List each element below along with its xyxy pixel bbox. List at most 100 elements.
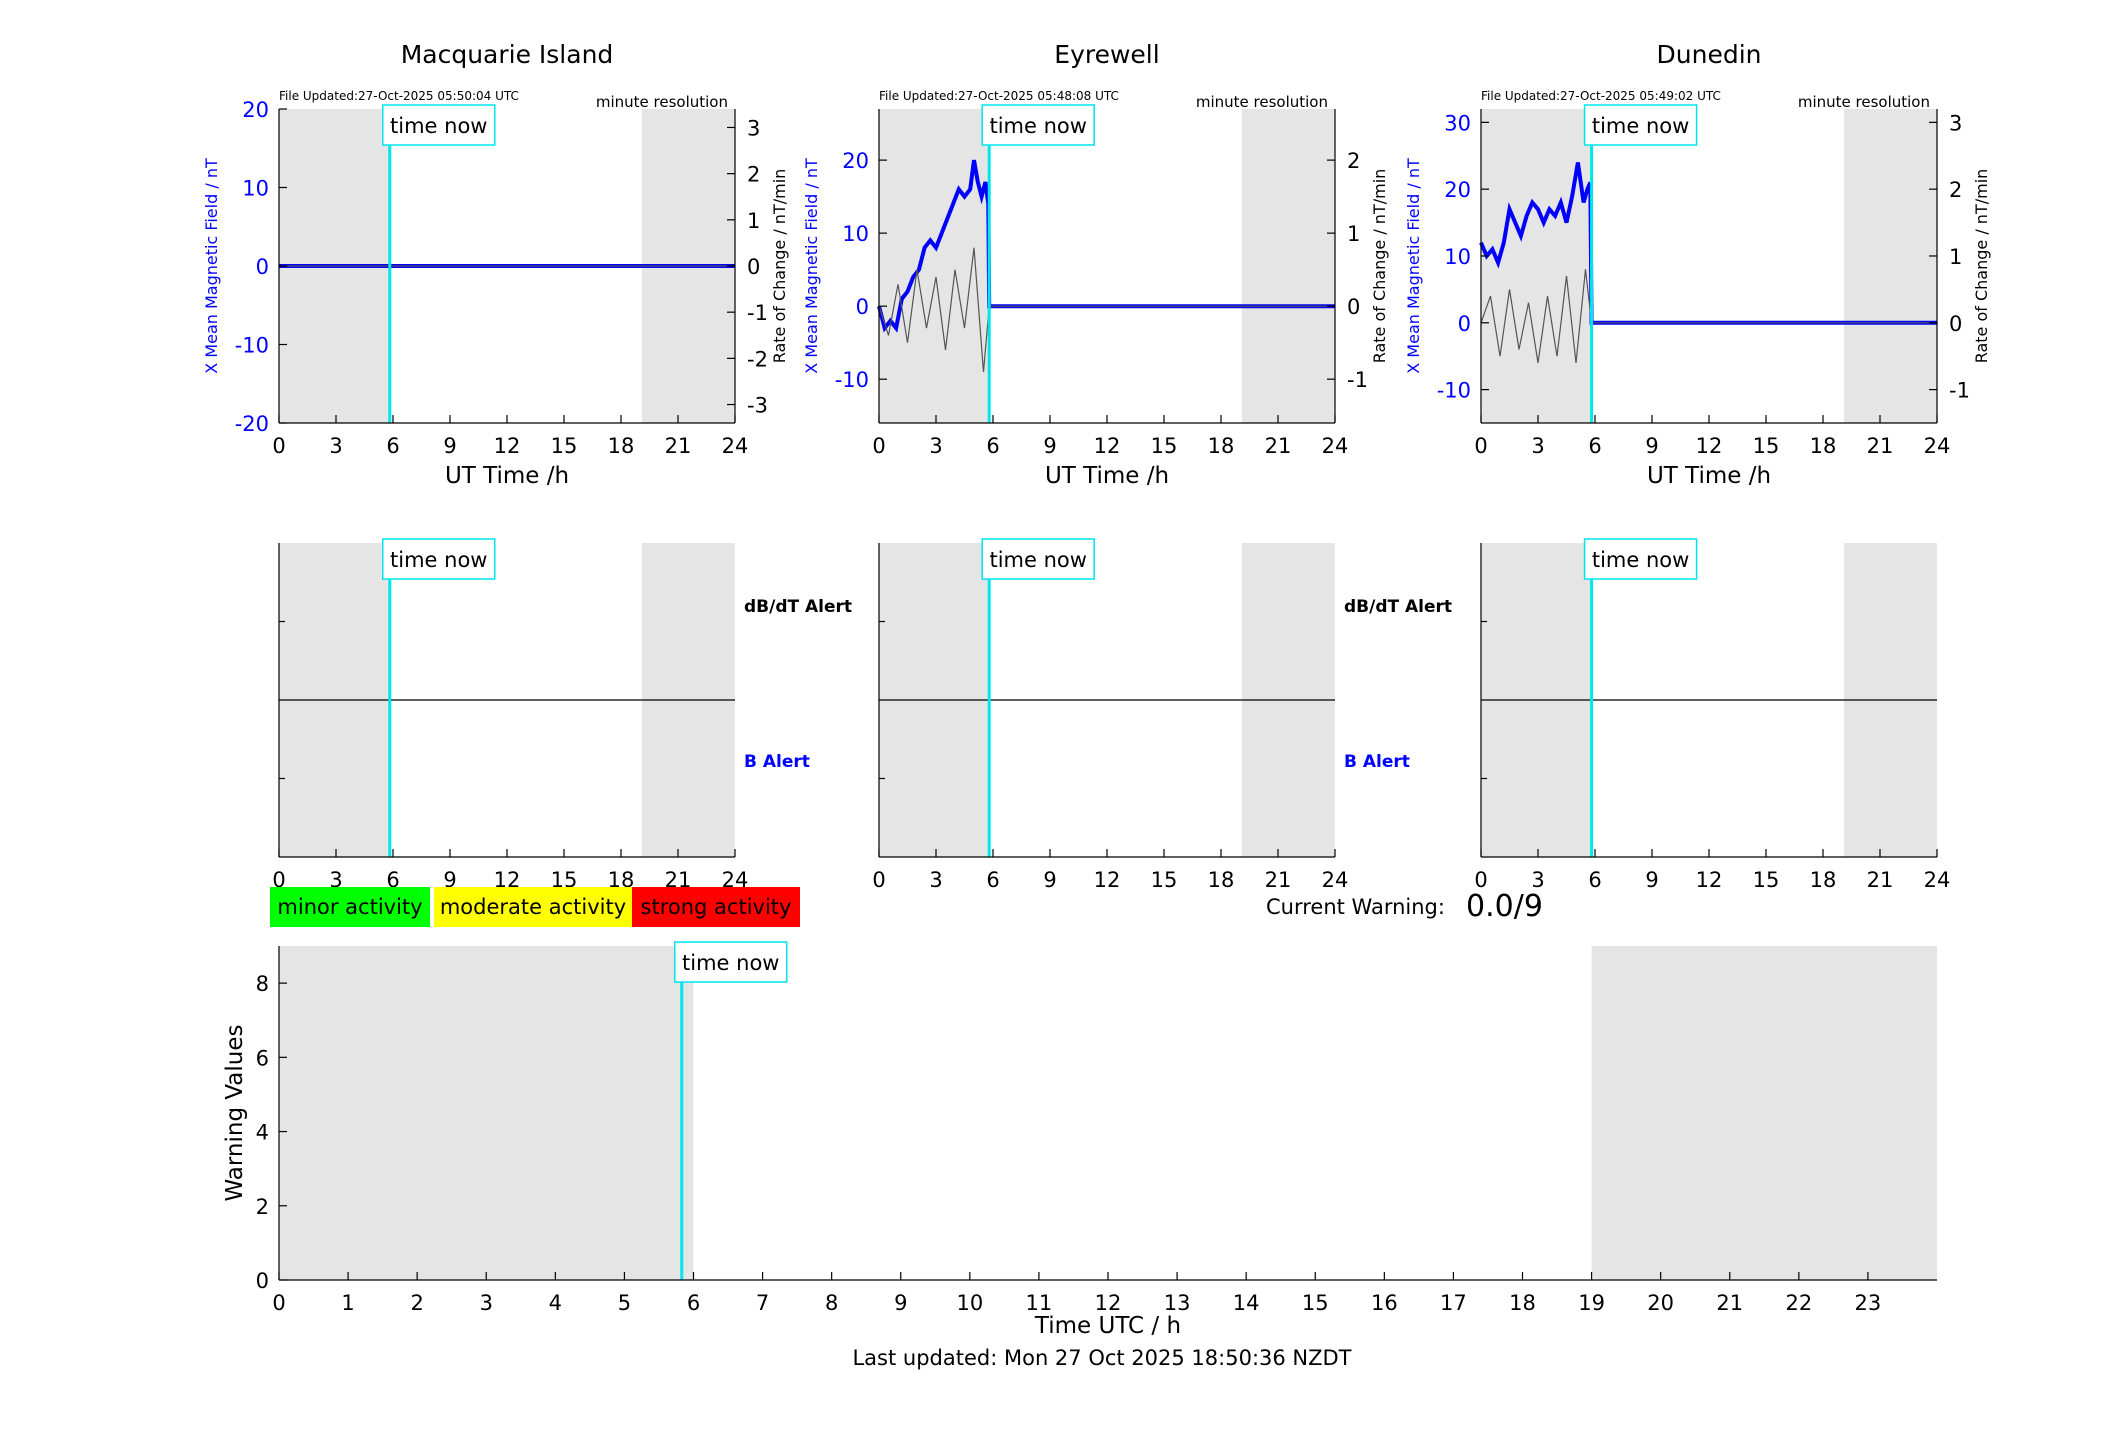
time-now-label: time now xyxy=(390,548,487,572)
x-tick-label: 3 xyxy=(1531,434,1544,458)
x-tick-label: 7 xyxy=(756,1291,769,1315)
x-tick-label: 6 xyxy=(687,1291,700,1315)
y-tick-label: 20 xyxy=(242,98,269,122)
station-title: Eyrewell xyxy=(1054,40,1159,69)
y-tick-label: 0 xyxy=(856,295,869,319)
y-tick-label: -20 xyxy=(235,412,269,436)
time-now-label-box xyxy=(1583,538,1698,580)
x-tick-label: 0 xyxy=(872,434,885,458)
x-tick-label: 0 xyxy=(1474,434,1487,458)
x-tick-label: 12 xyxy=(1095,1291,1122,1315)
x-tick-label: 12 xyxy=(1094,434,1121,458)
x-axis-label: UT Time /h xyxy=(1647,463,1771,489)
x-tick-label: 18 xyxy=(1810,434,1837,458)
time-now-label: time now xyxy=(390,114,487,138)
dbdt-alert-label: dB/dT Alert xyxy=(744,597,852,617)
y-tick-label: 10 xyxy=(242,177,269,201)
x-tick-label: 1 xyxy=(341,1291,354,1315)
x-tick-label: 15 xyxy=(1151,434,1178,458)
chart-5: time now 0 3 6 9 12 15 18 21 24 dB/dT Alert B Alert xyxy=(872,538,1452,892)
x-tick-label: 21 xyxy=(1265,434,1292,458)
magnetic-field-line xyxy=(877,159,1335,333)
y-tick-label: 8 xyxy=(256,972,269,996)
y2-tick-label: 1 xyxy=(747,209,760,233)
x-tick-label: 18 xyxy=(1208,434,1235,458)
y-tick-label: -10 xyxy=(235,334,269,358)
dbdt-alert-label: dB/dT Alert xyxy=(1344,597,1452,617)
minor-activity-label: minor activity xyxy=(277,895,422,919)
right-axis-label: Rate of Change / nT/min xyxy=(1972,169,1991,364)
x-tick-label: 10 xyxy=(956,1291,983,1315)
y2-tick-label: -1 xyxy=(747,301,768,325)
b-alert-label: B Alert xyxy=(1344,752,1410,772)
x-tick-label: 12 xyxy=(1696,868,1723,892)
x-tick-label: 18 xyxy=(1810,868,1837,892)
file-updated-text: File Updated:27-Oct-2025 05:48:08 UTC xyxy=(879,89,1119,103)
y-tick-label: 20 xyxy=(842,149,869,173)
y2-tick-label: 3 xyxy=(747,116,760,140)
x-tick-label: 24 xyxy=(1322,434,1349,458)
x-tick-label: 4 xyxy=(549,1291,562,1315)
y-tick-label: 20 xyxy=(1444,178,1471,202)
x-tick-label: 3 xyxy=(929,868,942,892)
left-axis-label: X Mean Magnetic Field / nT xyxy=(1404,158,1423,374)
x-tick-label: 0 xyxy=(272,868,285,892)
x-axis-label: UT Time /h xyxy=(445,463,569,489)
time-now-label: time now xyxy=(989,548,1086,572)
file-updated-text: File Updated:27-Oct-2025 05:50:04 UTC xyxy=(279,89,519,103)
x-axis-label: Time UTC / h xyxy=(1034,1313,1181,1339)
x-tick-label: 9 xyxy=(1043,434,1056,458)
moderate-activity-label: moderate activity xyxy=(440,895,626,919)
time-now-label-box xyxy=(382,104,496,146)
x-tick-label: 21 xyxy=(1265,868,1292,892)
x-tick-label: 17 xyxy=(1440,1291,1467,1315)
minor-activity-swatch xyxy=(270,887,430,927)
resolution-label: minute resolution xyxy=(596,93,728,111)
chart-6: time now 0 3 6 9 12 15 18 21 24 xyxy=(1474,538,1950,892)
shaded-region xyxy=(279,946,694,1280)
y2-tick-label: 1 xyxy=(1347,222,1360,246)
rate-of-change-line xyxy=(1480,269,1937,363)
x-tick-label: 12 xyxy=(494,434,521,458)
right-axis-label: Rate of Change / nT/min xyxy=(1370,169,1389,364)
y2-tick-label: 2 xyxy=(1949,178,1962,202)
y-tick-label: 2 xyxy=(256,1195,269,1219)
x-tick-label: 6 xyxy=(986,434,999,458)
station-title: Macquarie Island xyxy=(401,40,614,69)
y2-tick-label: 1 xyxy=(1949,245,1962,269)
resolution-label: minute resolution xyxy=(1196,93,1328,111)
x-tick-label: 14 xyxy=(1233,1291,1260,1315)
x-tick-label: 5 xyxy=(618,1291,631,1315)
y2-tick-label: 0 xyxy=(747,255,760,279)
time-now-label-box xyxy=(674,941,788,983)
y2-tick-label: 0 xyxy=(1949,312,1962,336)
x-tick-label: 15 xyxy=(551,434,578,458)
x-tick-label: 9 xyxy=(1043,868,1056,892)
rate-of-change-line xyxy=(878,247,1335,372)
x-tick-label: 22 xyxy=(1785,1291,1812,1315)
last-updated-text: Last updated: Mon 27 Oct 2025 18:50:36 N… xyxy=(852,1346,1351,1370)
strong-activity-swatch xyxy=(632,887,800,927)
magnetic-field-line xyxy=(1479,162,1937,325)
time-now-label: time now xyxy=(1592,548,1689,572)
b-alert-label: B Alert xyxy=(744,752,810,772)
time-now-label: time now xyxy=(989,114,1086,138)
x-tick-label: 11 xyxy=(1026,1291,1053,1315)
station-title: Dunedin xyxy=(1657,40,1762,69)
x-tick-label: 12 xyxy=(1094,868,1121,892)
x-tick-label: 21 xyxy=(1716,1291,1743,1315)
time-now-label: time now xyxy=(682,951,779,975)
x-tick-label: 9 xyxy=(443,868,456,892)
y2-tick-label: -1 xyxy=(1347,368,1368,392)
y-tick-label: 4 xyxy=(256,1121,269,1145)
x-tick-label: 9 xyxy=(443,434,456,458)
shaded-region xyxy=(1591,946,1937,1280)
x-tick-label: 15 xyxy=(1753,868,1780,892)
current-warning-value: 0.0/9 xyxy=(1466,889,1543,924)
